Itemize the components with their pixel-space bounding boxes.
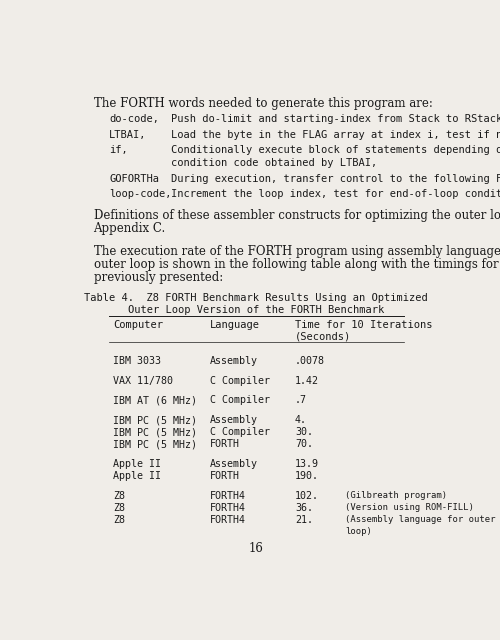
Text: FORTH: FORTH	[210, 439, 240, 449]
Text: Assembly: Assembly	[210, 459, 258, 469]
Text: Table 4.  Z8 FORTH Benchmark Results Using an Optimized: Table 4. Z8 FORTH Benchmark Results Usin…	[84, 293, 428, 303]
Text: do-code,: do-code,	[109, 115, 159, 124]
Text: IBM 3033: IBM 3033	[113, 356, 161, 366]
Text: Computer: Computer	[113, 320, 163, 330]
Text: (Gilbreath program): (Gilbreath program)	[346, 491, 448, 500]
Text: 190.: 190.	[295, 471, 319, 481]
Text: IBM PC (5 MHz): IBM PC (5 MHz)	[113, 439, 197, 449]
Text: condition code obtained by LTBAI,: condition code obtained by LTBAI,	[171, 158, 378, 168]
Text: LTBAI,: LTBAI,	[109, 130, 146, 140]
Text: 70.: 70.	[295, 439, 313, 449]
Text: Appendix C.: Appendix C.	[94, 222, 166, 235]
Text: FORTH: FORTH	[210, 471, 240, 481]
Text: Assembly: Assembly	[210, 415, 258, 425]
Text: 1.42: 1.42	[295, 376, 319, 385]
Text: (Assembly language for outer: (Assembly language for outer	[346, 515, 496, 524]
Text: Definitions of these assembler constructs for optimizing the outer loop appear i: Definitions of these assembler construct…	[94, 209, 500, 222]
Text: outer loop is shown in the following table along with the timings for the benchm: outer loop is shown in the following tab…	[94, 258, 500, 271]
Text: FORTH4: FORTH4	[210, 515, 246, 525]
Text: (Version using ROM-FILL): (Version using ROM-FILL)	[346, 503, 474, 512]
Text: .7: .7	[295, 396, 307, 405]
Text: 30.: 30.	[295, 428, 313, 437]
Text: Increment the loop index, test for end-of-loop condition: Increment the loop index, test for end-o…	[171, 189, 500, 199]
Text: 4.: 4.	[295, 415, 307, 425]
Text: IBM PC (5 MHz): IBM PC (5 MHz)	[113, 415, 197, 425]
Text: Load the byte in the FLAG array at index i, test if nonzero: Load the byte in the FLAG array at index…	[171, 130, 500, 140]
Text: Z8: Z8	[113, 515, 125, 525]
Text: 16: 16	[249, 542, 264, 555]
Text: VAX 11/780: VAX 11/780	[113, 376, 173, 385]
Text: Z8: Z8	[113, 491, 125, 501]
Text: C Compiler: C Compiler	[210, 428, 270, 437]
Text: loop): loop)	[346, 527, 372, 536]
Text: Outer Loop Version of the FORTH Benchmark: Outer Loop Version of the FORTH Benchmar…	[128, 305, 384, 316]
Text: Time for 10 Iterations: Time for 10 Iterations	[295, 320, 432, 330]
Text: Assembly: Assembly	[210, 356, 258, 366]
Text: C Compiler: C Compiler	[210, 376, 270, 385]
Text: previously presented:: previously presented:	[94, 271, 223, 284]
Text: loop-code,: loop-code,	[109, 189, 172, 199]
Text: .0078: .0078	[295, 356, 325, 366]
Text: if,: if,	[109, 145, 128, 156]
Text: IBM AT (6 MHz): IBM AT (6 MHz)	[113, 396, 197, 405]
Text: GOFORTHa: GOFORTHa	[109, 173, 159, 184]
Text: The execution rate of the FORTH program using assembly language constructs for t: The execution rate of the FORTH program …	[94, 245, 500, 258]
Text: 36.: 36.	[295, 503, 313, 513]
Text: Apple II: Apple II	[113, 459, 161, 469]
Text: Language: Language	[210, 320, 260, 330]
Text: FORTH4: FORTH4	[210, 491, 246, 501]
Text: IBM PC (5 MHz): IBM PC (5 MHz)	[113, 428, 197, 437]
Text: During execution, transfer control to the following FORTH word: During execution, transfer control to th…	[171, 173, 500, 184]
Text: The FORTH words needed to generate this program are:: The FORTH words needed to generate this …	[94, 97, 432, 109]
Text: Z8: Z8	[113, 503, 125, 513]
Text: 21.: 21.	[295, 515, 313, 525]
Text: (Seconds): (Seconds)	[295, 332, 351, 342]
Text: 102.: 102.	[295, 491, 319, 501]
Text: C Compiler: C Compiler	[210, 396, 270, 405]
Text: Push do-limit and starting-index from Stack to RStack: Push do-limit and starting-index from St…	[171, 115, 500, 124]
Text: Conditionally execute block of statements depending on the: Conditionally execute block of statement…	[171, 145, 500, 156]
Text: FORTH4: FORTH4	[210, 503, 246, 513]
Text: 13.9: 13.9	[295, 459, 319, 469]
Text: Apple II: Apple II	[113, 471, 161, 481]
